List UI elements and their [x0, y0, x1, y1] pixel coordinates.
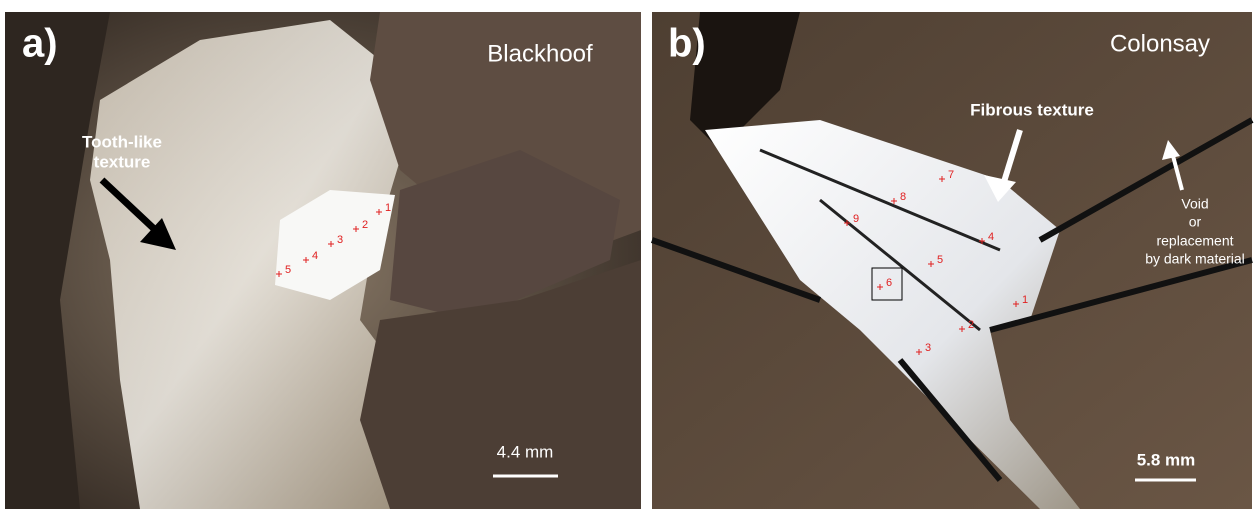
point-marker: [979, 238, 985, 244]
arrow: [1170, 151, 1184, 191]
point-marker: [353, 226, 359, 232]
point-marker: [303, 257, 309, 263]
point-marker: [328, 241, 334, 247]
points: 7 8 9 4 5 6 1 2 3: [844, 169, 1028, 355]
point-label: 6: [886, 277, 892, 289]
mineral: [705, 120, 1080, 509]
panel-label: b): [668, 22, 706, 66]
panel-a: a) Blackhoof Tooth-like texture 4.4 mm 1…: [5, 12, 641, 509]
arrow: [1000, 129, 1023, 186]
point-label: 1: [385, 202, 391, 214]
arrowhead: [1162, 140, 1180, 160]
point-label: 2: [362, 219, 368, 231]
rock: [390, 150, 620, 320]
point-marker: [959, 326, 965, 332]
annotation: texture: [94, 152, 151, 171]
point-label: 9: [853, 213, 859, 225]
point-label: 7: [948, 169, 954, 181]
point-marker: [1013, 301, 1019, 307]
side-note: Void: [1181, 196, 1208, 212]
panel-b: b) Colonsay Fibrous texture Void or repl…: [650, 12, 1254, 509]
point-marker: [939, 176, 945, 182]
points: 1 2 3 4 5: [276, 202, 391, 277]
point-label: 5: [285, 264, 291, 276]
side-note: by dark material: [1145, 251, 1245, 267]
arrowhead: [984, 175, 1016, 202]
bright-crystal: [275, 190, 395, 300]
point-marker: [877, 284, 883, 290]
vein: [90, 20, 420, 509]
point-label: 2: [968, 319, 974, 331]
rock: [360, 260, 641, 509]
point-marker: [844, 220, 850, 226]
point-label: 8: [900, 191, 906, 203]
side-note: or: [1189, 214, 1202, 230]
point-marker: [916, 349, 922, 355]
point-label: 3: [925, 342, 931, 354]
annotation: Tooth-like: [82, 132, 162, 151]
fracture: [650, 117, 1254, 482]
side-note: replacement: [1156, 233, 1233, 249]
annotation: Fibrous texture: [970, 100, 1094, 119]
point-label: 5: [937, 254, 943, 266]
point-label: 4: [312, 250, 318, 262]
point-label: 1: [1022, 294, 1028, 306]
site-name: Blackhoof: [487, 40, 593, 67]
dark-fracture: [690, 12, 800, 150]
point-marker: [376, 209, 382, 215]
point-marker: [891, 198, 897, 204]
scale-label: 5.8 mm: [1137, 450, 1196, 469]
arrowhead: [140, 218, 176, 250]
scale-label: 4.4 mm: [497, 442, 554, 461]
box: [871, 267, 903, 301]
point-label: 3: [337, 234, 343, 246]
panel-label: a): [22, 22, 58, 66]
site-name: Colonsay: [1110, 30, 1210, 57]
point-marker: [276, 271, 282, 277]
point-label: 4: [988, 231, 994, 243]
dark-region: [5, 12, 110, 509]
point-marker: [928, 261, 934, 267]
